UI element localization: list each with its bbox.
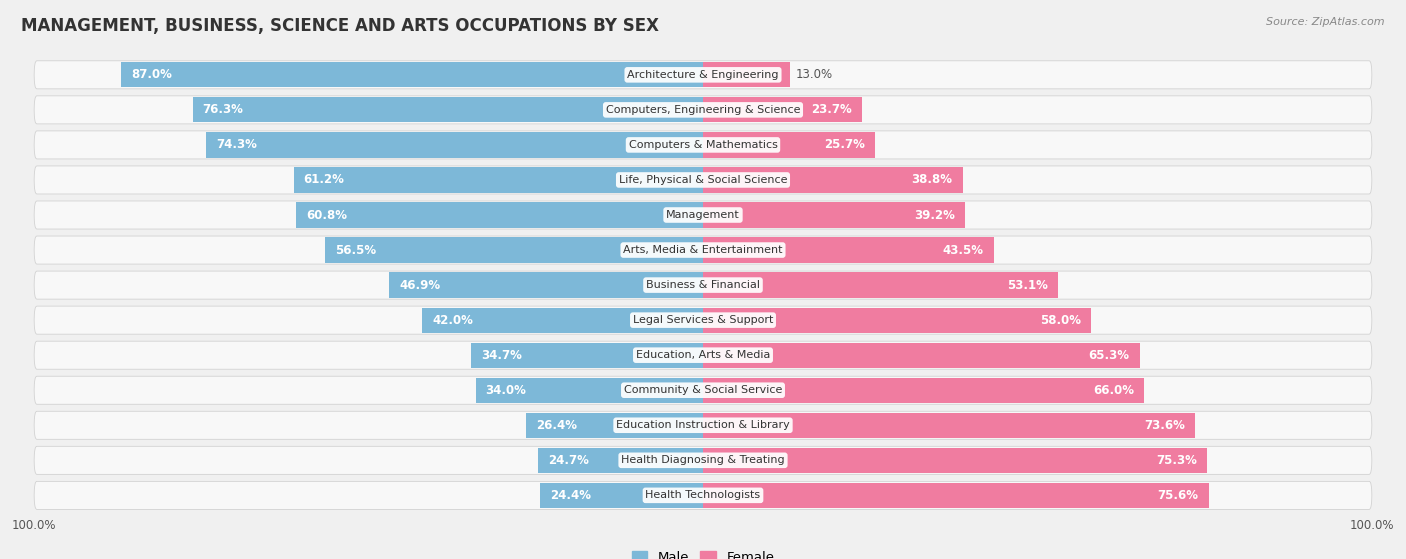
Text: 24.7%: 24.7%	[548, 454, 589, 467]
Text: 100.0%: 100.0%	[1350, 519, 1395, 532]
Text: Business & Financial: Business & Financial	[645, 280, 761, 290]
Text: 75.6%: 75.6%	[1157, 489, 1199, 502]
FancyBboxPatch shape	[34, 271, 1372, 299]
FancyBboxPatch shape	[34, 61, 1372, 89]
Text: 66.0%: 66.0%	[1094, 383, 1135, 397]
Bar	[540, 483, 703, 508]
FancyBboxPatch shape	[34, 376, 1372, 404]
Text: 39.2%: 39.2%	[914, 209, 955, 221]
Text: 74.3%: 74.3%	[217, 139, 257, 151]
Text: 56.5%: 56.5%	[335, 244, 377, 257]
Bar	[297, 202, 703, 228]
Text: 24.4%: 24.4%	[550, 489, 591, 502]
Text: 25.7%: 25.7%	[824, 139, 865, 151]
Bar	[703, 448, 1206, 473]
Text: Arts, Media & Entertainment: Arts, Media & Entertainment	[623, 245, 783, 255]
Bar	[475, 377, 703, 403]
Bar	[703, 62, 790, 87]
Text: 60.8%: 60.8%	[307, 209, 347, 221]
Text: Community & Social Service: Community & Social Service	[624, 385, 782, 395]
Bar	[294, 167, 703, 193]
Text: 34.7%: 34.7%	[481, 349, 522, 362]
Text: 58.0%: 58.0%	[1040, 314, 1081, 326]
Text: 65.3%: 65.3%	[1088, 349, 1130, 362]
Bar	[471, 343, 703, 368]
Bar	[325, 238, 703, 263]
Bar	[703, 307, 1091, 333]
Bar	[703, 238, 994, 263]
Text: 53.1%: 53.1%	[1007, 278, 1047, 292]
Bar	[121, 62, 703, 87]
Text: 61.2%: 61.2%	[304, 173, 344, 187]
FancyBboxPatch shape	[34, 446, 1372, 475]
Text: 76.3%: 76.3%	[202, 103, 243, 116]
Text: Education, Arts & Media: Education, Arts & Media	[636, 350, 770, 360]
FancyBboxPatch shape	[34, 131, 1372, 159]
Text: 26.4%: 26.4%	[537, 419, 578, 432]
Text: Life, Physical & Social Science: Life, Physical & Social Science	[619, 175, 787, 185]
FancyBboxPatch shape	[34, 481, 1372, 509]
Text: Architecture & Engineering: Architecture & Engineering	[627, 70, 779, 80]
Bar	[703, 202, 965, 228]
Text: Source: ZipAtlas.com: Source: ZipAtlas.com	[1267, 17, 1385, 27]
Legend: Male, Female: Male, Female	[626, 546, 780, 559]
FancyBboxPatch shape	[34, 201, 1372, 229]
Bar	[526, 413, 703, 438]
Text: 38.8%: 38.8%	[911, 173, 952, 187]
FancyBboxPatch shape	[34, 306, 1372, 334]
Text: MANAGEMENT, BUSINESS, SCIENCE AND ARTS OCCUPATIONS BY SEX: MANAGEMENT, BUSINESS, SCIENCE AND ARTS O…	[21, 17, 659, 35]
Text: 73.6%: 73.6%	[1144, 419, 1185, 432]
Text: Education Instruction & Library: Education Instruction & Library	[616, 420, 790, 430]
Bar	[703, 97, 862, 122]
Bar	[703, 413, 1195, 438]
Text: Management: Management	[666, 210, 740, 220]
Text: 43.5%: 43.5%	[943, 244, 984, 257]
FancyBboxPatch shape	[34, 96, 1372, 124]
Text: Computers & Mathematics: Computers & Mathematics	[628, 140, 778, 150]
Text: 87.0%: 87.0%	[131, 68, 172, 82]
Bar	[193, 97, 703, 122]
Text: Health Diagnosing & Treating: Health Diagnosing & Treating	[621, 455, 785, 465]
Bar	[703, 132, 875, 158]
FancyBboxPatch shape	[34, 166, 1372, 194]
Text: 46.9%: 46.9%	[399, 278, 440, 292]
Bar	[537, 448, 703, 473]
Bar	[389, 272, 703, 298]
Bar	[703, 167, 963, 193]
Bar	[422, 307, 703, 333]
Text: 13.0%: 13.0%	[796, 68, 832, 82]
Text: 23.7%: 23.7%	[811, 103, 852, 116]
Text: 42.0%: 42.0%	[432, 314, 472, 326]
Text: Health Technologists: Health Technologists	[645, 490, 761, 500]
Text: 100.0%: 100.0%	[11, 519, 56, 532]
FancyBboxPatch shape	[34, 341, 1372, 369]
Bar	[703, 272, 1059, 298]
FancyBboxPatch shape	[34, 411, 1372, 439]
Text: Legal Services & Support: Legal Services & Support	[633, 315, 773, 325]
FancyBboxPatch shape	[34, 236, 1372, 264]
Text: 34.0%: 34.0%	[485, 383, 526, 397]
Bar	[703, 377, 1144, 403]
Bar	[703, 343, 1140, 368]
Text: 75.3%: 75.3%	[1156, 454, 1197, 467]
Bar	[207, 132, 703, 158]
Text: Computers, Engineering & Science: Computers, Engineering & Science	[606, 105, 800, 115]
Bar	[703, 483, 1209, 508]
